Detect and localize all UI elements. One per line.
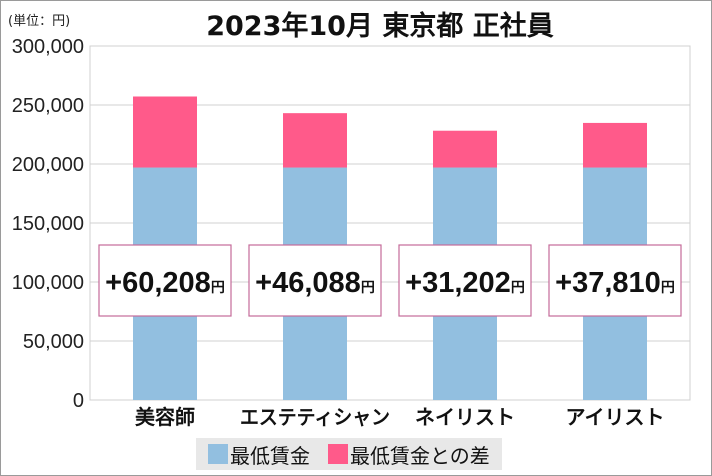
data-label-box	[248, 244, 382, 317]
bar-difference	[283, 113, 347, 168]
y-tick-label: 150,000	[12, 213, 84, 235]
data-label: +31,202円	[405, 267, 525, 299]
data-label-box	[548, 244, 682, 317]
data-label: +60,208円	[105, 267, 225, 299]
data-label-box	[398, 244, 532, 317]
bar-difference	[433, 130, 497, 168]
y-tick-label: 250,000	[12, 95, 84, 117]
unit-label: (単位：円)	[8, 14, 71, 29]
y-tick-label: 50,000	[23, 331, 84, 353]
bar-difference	[583, 122, 647, 168]
category-label: ネイリスト	[415, 405, 515, 429]
legend-swatch	[328, 444, 348, 464]
data-label-box	[98, 244, 232, 317]
bar-difference	[133, 96, 197, 168]
legend-item-minimum-wage: 最低賃金	[208, 440, 310, 469]
category-label: エステティシャン	[240, 405, 390, 429]
legend-label: 最低賃金	[230, 443, 310, 468]
legend-item-difference: 最低賃金との差	[328, 440, 490, 469]
y-tick-label: 300,000	[12, 36, 84, 58]
category-label: 美容師	[135, 405, 195, 429]
y-tick-label: 0	[73, 390, 84, 412]
y-tick-label: 200,000	[12, 154, 84, 176]
category-label: アイリスト	[566, 405, 665, 429]
legend-label: 最低賃金との差	[350, 443, 490, 468]
data-label: +46,088円	[255, 267, 375, 299]
y-tick-label: 100,000	[12, 272, 84, 294]
chart-title: 2023年10月 東京都 正社員	[206, 11, 554, 42]
data-label: +37,810円	[555, 267, 675, 299]
legend-swatch	[208, 444, 228, 464]
legend: 最低賃金 最低賃金との差	[196, 438, 502, 470]
